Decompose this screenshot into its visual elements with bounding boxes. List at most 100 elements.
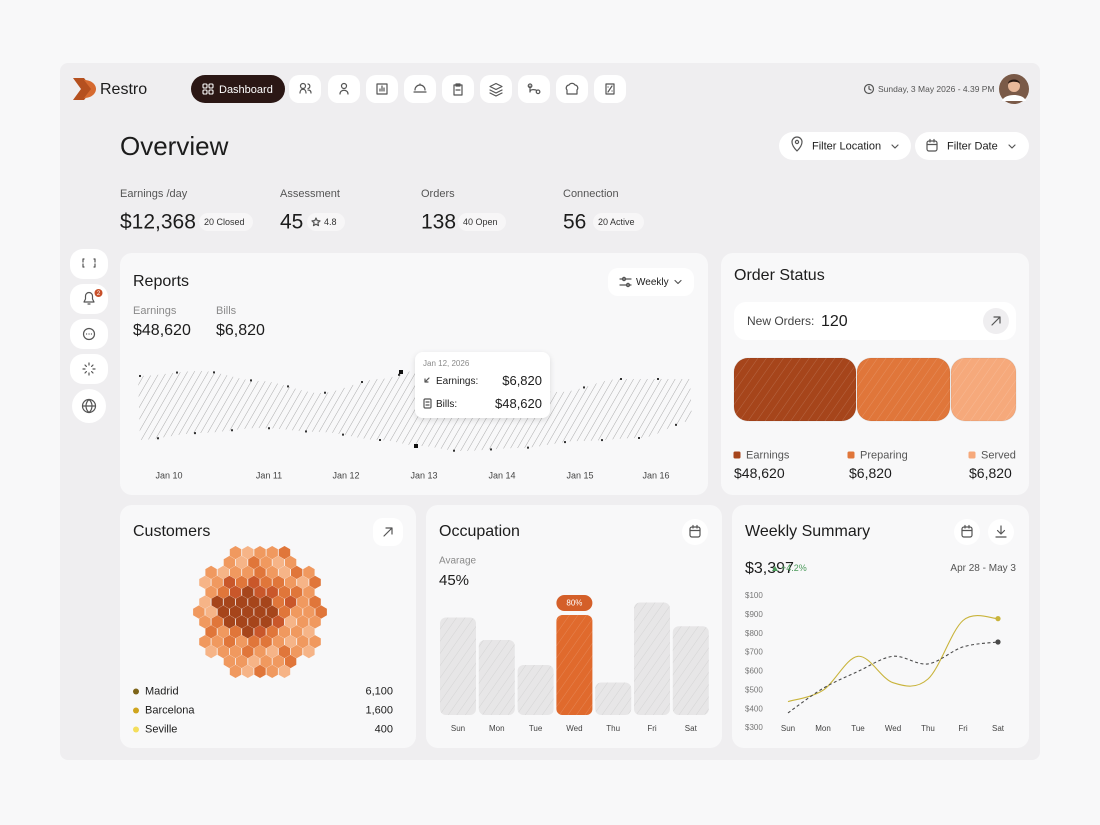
nav-icon (339, 82, 349, 95)
hex-cell (303, 645, 315, 659)
nav-icon (527, 83, 541, 95)
legend-value: 1,600 (365, 704, 393, 716)
hex-cell (223, 615, 236, 629)
nav-button[interactable] (442, 75, 474, 103)
avatar[interactable] (999, 74, 1029, 104)
hex-cell (272, 575, 285, 589)
legend-value: $6,820 (969, 465, 1012, 481)
hex-cell (266, 664, 278, 678)
bar-hatch (595, 682, 632, 715)
stat-label: Assessment (280, 188, 340, 200)
nav-button[interactable] (366, 75, 398, 103)
hex-cell (272, 595, 285, 609)
band-dot (250, 379, 252, 382)
hex-cell (242, 546, 254, 560)
hex-cell (223, 635, 236, 649)
weekly-card (732, 505, 1029, 748)
nav-button[interactable] (518, 75, 550, 103)
focus-marker (399, 370, 403, 374)
filter-location[interactable]: Filter Location (779, 132, 911, 160)
logo[interactable]: Restro (73, 78, 147, 100)
x-label: Wed (566, 724, 582, 733)
hex-cell (205, 585, 217, 599)
badge-bg (307, 213, 345, 231)
hex-cell (229, 645, 242, 659)
hex-cell (193, 605, 205, 619)
hex-cell (303, 625, 315, 639)
hex-cell (278, 645, 291, 659)
legend-swatch (733, 451, 741, 459)
badge-bg (199, 213, 253, 231)
sidebar-button[interactable] (72, 389, 106, 423)
sidebar-button[interactable] (70, 249, 108, 279)
hex-cell (242, 645, 254, 659)
hex-cell (199, 635, 211, 649)
dashboard-tab[interactable]: Dashboard (191, 75, 285, 103)
badge-bg (458, 213, 506, 231)
nav-button[interactable] (328, 75, 360, 103)
hex-cell (309, 635, 321, 649)
nav-icon (565, 82, 579, 95)
sidebar-button[interactable]: 2 (70, 284, 108, 314)
hex-cell (217, 625, 229, 639)
nav-button[interactable] (480, 75, 512, 103)
avg-label: Avarage (439, 556, 477, 567)
stat-value: 56 (563, 211, 586, 234)
hex-cell (272, 615, 285, 629)
nav-button[interactable] (289, 75, 321, 103)
open-button[interactable] (373, 518, 403, 546)
hex-cell (260, 595, 272, 609)
hex-cell (272, 654, 285, 669)
hex-cell (223, 595, 236, 609)
calendar-button[interactable] (954, 519, 980, 545)
button-bg (404, 75, 436, 103)
hex-cell (297, 615, 309, 629)
stat-value: $12,368 (120, 211, 196, 234)
hex-cell (291, 585, 303, 599)
metric-value: $6,820 (216, 322, 265, 339)
notification-count: 2 (97, 291, 101, 297)
nav-button[interactable] (556, 75, 588, 103)
period-select[interactable]: Weekly (608, 268, 694, 296)
x-label: Jan 16 (642, 470, 669, 480)
value-pill (556, 595, 593, 611)
datetime: Sunday, 3 May 2026 - 4.39 PM (863, 84, 995, 95)
hex-cell (278, 565, 291, 579)
nav-icon (376, 83, 388, 95)
band-dot (361, 381, 363, 384)
band-dot (157, 437, 159, 440)
calendar-button[interactable] (682, 519, 708, 545)
nav-button[interactable] (594, 75, 626, 103)
open-button[interactable] (983, 308, 1009, 334)
band-dot (213, 371, 215, 374)
card-title: Occupation (439, 523, 520, 540)
filter-label: Filter Date (947, 140, 998, 152)
hex-cell (260, 654, 272, 669)
hex-cell (235, 595, 248, 609)
end-dot (995, 616, 1001, 622)
band-dot (342, 433, 344, 436)
x-tick-label: Fri (958, 724, 968, 733)
hex-cell (303, 605, 315, 619)
sidebar-button[interactable] (70, 354, 108, 384)
hex-cell (229, 585, 242, 599)
band-dot (268, 427, 270, 430)
hex-cell (284, 635, 297, 649)
x-label: Jan 14 (488, 470, 515, 480)
x-label: Jan 10 (155, 470, 182, 480)
weekly-total: $3,397 (745, 560, 794, 577)
hex-cell (254, 546, 266, 560)
legend-dot (133, 726, 139, 733)
y-tick-label: $900 (745, 610, 763, 619)
band-dot (657, 378, 659, 380)
nav-button[interactable] (404, 75, 436, 103)
badge-bg (593, 213, 644, 231)
hex-cell (248, 555, 260, 570)
hex-cell (248, 654, 260, 669)
sidebar-button[interactable] (70, 319, 108, 349)
filter-date[interactable]: Filter Date (915, 132, 1029, 160)
x-label: Jan 12 (332, 470, 359, 480)
hex-cell (266, 625, 278, 639)
download-button[interactable] (988, 519, 1014, 545)
hex-cell (266, 605, 278, 619)
